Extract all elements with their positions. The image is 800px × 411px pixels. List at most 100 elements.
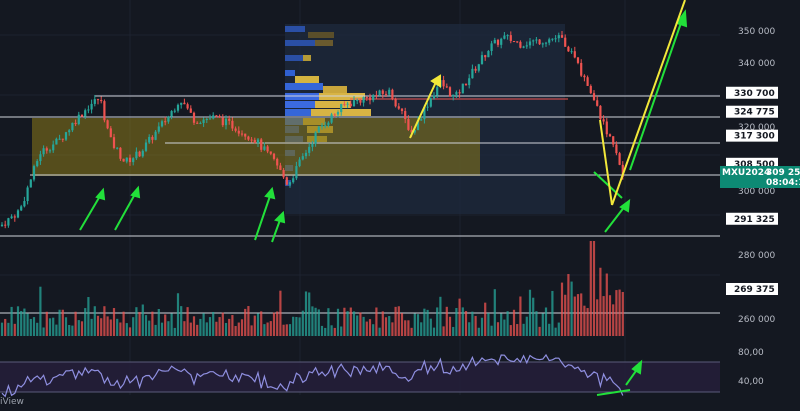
- volume-bar: [336, 308, 340, 336]
- volume-bar: [592, 241, 596, 336]
- candle-body: [80, 114, 84, 117]
- volume-bar: [324, 327, 327, 336]
- candle-body: [164, 121, 167, 123]
- volume-bar: [234, 326, 237, 336]
- candles: [0, 30, 624, 229]
- volume-bar: [372, 324, 375, 336]
- candle-body: [384, 93, 388, 95]
- candle-body: [231, 120, 234, 129]
- candle-body: [116, 147, 119, 149]
- brand-watermark: iView: [0, 397, 24, 407]
- volume-bar: [346, 311, 349, 336]
- volume-bar: [484, 302, 487, 336]
- volume-bar: [48, 318, 52, 336]
- level-tag-label: 330 700: [734, 89, 775, 99]
- candle-body: [247, 136, 250, 140]
- volume-bar: [573, 296, 576, 336]
- volume-bar: [461, 307, 464, 336]
- candle-body: [471, 68, 474, 79]
- candle-body: [202, 119, 205, 123]
- candle-body: [71, 122, 74, 131]
- candle-body: [567, 46, 570, 52]
- candle-body: [474, 68, 477, 71]
- green-arrow-6: [629, 9, 688, 171]
- price-tick-label: 280 000: [738, 251, 775, 261]
- candle-body: [602, 119, 605, 122]
- volume-bar: [509, 325, 512, 336]
- volume-bar: [55, 324, 58, 336]
- volume-bar: [250, 325, 253, 336]
- candle-body: [528, 41, 532, 46]
- volume-bar: [74, 311, 77, 336]
- volume-bar: [160, 322, 164, 336]
- level-tag: [726, 86, 778, 99]
- candle-body: [0, 224, 4, 227]
- volume-bar: [560, 282, 564, 336]
- candle-body: [359, 100, 362, 103]
- candle-body: [282, 169, 285, 178]
- volume-bar: [455, 308, 458, 336]
- volume-bar: [432, 327, 436, 336]
- candle-body: [394, 98, 397, 107]
- candle-body: [221, 117, 224, 126]
- volume-bar: [468, 322, 471, 336]
- volume-bar: [442, 326, 445, 336]
- volume-bar: [416, 314, 420, 336]
- candle-body: [397, 106, 400, 109]
- candle-body: [608, 134, 612, 137]
- candle-body: [519, 41, 522, 48]
- candle-body: [32, 166, 36, 180]
- candle-body: [148, 136, 151, 143]
- candle-body: [192, 112, 196, 123]
- volume-bar: [0, 322, 4, 336]
- candle-body: [13, 216, 16, 218]
- candle-body: [26, 187, 29, 202]
- volume-bar: [52, 317, 55, 336]
- volume-bar: [295, 316, 298, 336]
- candle-body: [61, 138, 64, 140]
- candle-body: [176, 104, 180, 111]
- candle-body: [381, 90, 384, 94]
- volume-bar: [90, 318, 93, 336]
- candle-body: [135, 151, 138, 159]
- volume-bar: [170, 313, 173, 336]
- candle-body: [388, 89, 391, 95]
- candle-body: [464, 83, 468, 86]
- candle-body: [84, 110, 87, 117]
- volume-bar: [183, 321, 186, 336]
- volume-bar: [84, 308, 87, 336]
- volume-bar: [493, 289, 496, 336]
- volume-bar: [87, 297, 90, 336]
- candle-body: [512, 40, 516, 42]
- candle-body: [599, 105, 602, 120]
- candle-body: [208, 118, 212, 120]
- volume-bar: [276, 311, 279, 336]
- volume-bar: [375, 307, 378, 336]
- candle-body: [432, 95, 436, 99]
- volume-bar: [538, 326, 541, 336]
- rsi-level-label: 80,00: [738, 348, 764, 358]
- volume-bar: [26, 313, 29, 336]
- candle-body: [426, 106, 429, 108]
- candle-body: [7, 218, 10, 226]
- candle-body: [372, 95, 375, 101]
- volume-bar: [237, 322, 240, 336]
- candle-body: [330, 114, 333, 123]
- candle-body: [4, 224, 7, 226]
- candle-body: [442, 80, 445, 87]
- volume-bar: [439, 296, 442, 336]
- candle-body: [500, 38, 503, 45]
- volume-bar: [36, 322, 39, 336]
- volume-bar: [186, 307, 189, 336]
- candle-body: [234, 128, 237, 131]
- volume-bar: [397, 306, 400, 336]
- level-tag: [726, 283, 778, 295]
- volume-bar: [554, 327, 557, 336]
- volume-bar: [471, 311, 474, 336]
- level-tag-label: 308 500: [734, 160, 775, 170]
- volume-bar: [576, 294, 580, 336]
- volume-bar: [352, 311, 356, 336]
- candle-body: [368, 97, 372, 101]
- volume-bar: [71, 325, 74, 336]
